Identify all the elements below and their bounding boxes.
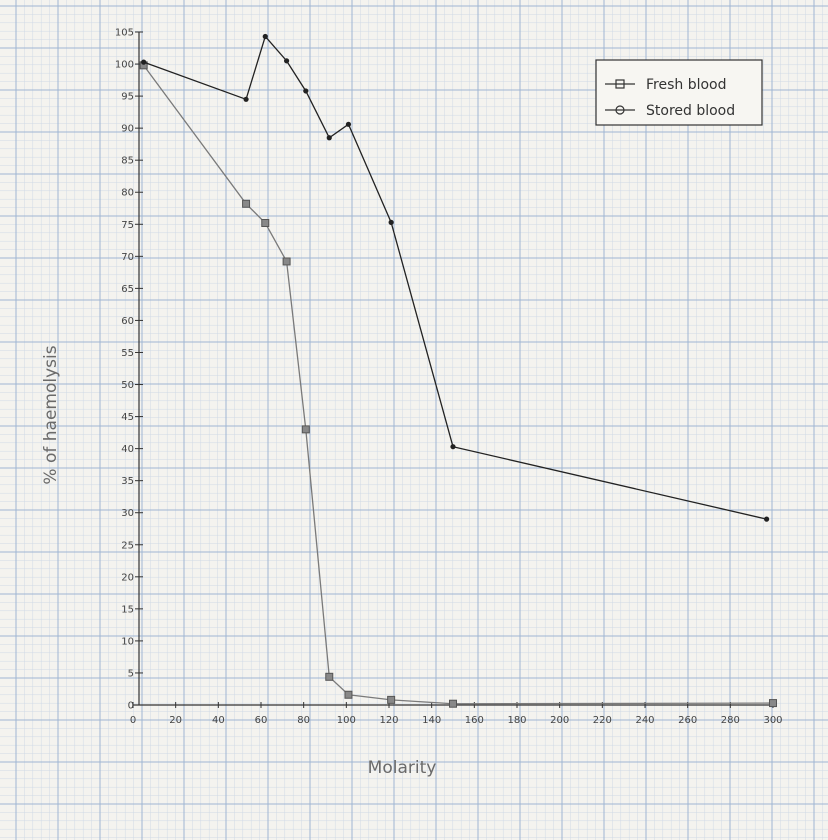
legend-marker-fresh	[615, 79, 625, 89]
x-tick-label: 40	[212, 715, 225, 726]
data-point-stored	[141, 59, 147, 65]
y-tick-label: 85	[121, 156, 134, 167]
y-tick-label: 65	[121, 284, 134, 295]
y-tick-label: 60	[121, 316, 134, 327]
data-point-fresh	[344, 690, 353, 699]
y-tick-label: 100	[115, 60, 134, 71]
y-tick-label: 30	[121, 508, 134, 519]
data-point-stored	[388, 219, 394, 225]
x-axis-label: Molarity	[368, 758, 437, 778]
data-point-fresh	[325, 672, 334, 681]
data-point-stored	[764, 516, 770, 522]
data-point-fresh	[242, 199, 251, 208]
y-tick-label: 15	[121, 604, 134, 615]
y-tick-label: 35	[121, 476, 134, 487]
series-line-0	[143, 64, 774, 705]
data-point-stored	[284, 58, 290, 64]
x-tick-label: 140	[422, 715, 441, 726]
legend-marker-stored	[615, 105, 625, 115]
y-tick-label: 50	[121, 380, 134, 391]
x-tick-label: 120	[379, 715, 398, 726]
y-tick-label: 0	[128, 701, 134, 712]
data-point-fresh	[261, 219, 270, 228]
data-point-stored	[345, 121, 352, 127]
data-point-fresh	[387, 695, 396, 704]
data-point-fresh	[449, 699, 457, 708]
y-tick-label: 5	[128, 668, 134, 679]
x-tick-label: 240	[635, 715, 654, 726]
data-point-stored	[243, 96, 249, 102]
x-tick-label: 220	[593, 715, 612, 726]
x-tick-label: 280	[721, 715, 740, 726]
y-tick-label: 90	[121, 124, 134, 135]
x-tick-label: 60	[255, 715, 268, 726]
y-tick-label: 70	[121, 252, 134, 263]
y-tick-label: 80	[121, 188, 134, 199]
data-point-fresh	[301, 425, 310, 434]
y-tick-label: 55	[121, 348, 134, 359]
y-tick-label: 25	[121, 540, 134, 551]
y-tick-label: 10	[121, 636, 134, 647]
y-tick-label: 40	[121, 444, 134, 455]
legend: Fresh blood Stored blood	[595, 59, 763, 126]
legend-label-fresh: Fresh blood	[646, 77, 727, 93]
x-tick-label: 180	[507, 715, 526, 726]
x-tick-label: 80	[297, 715, 310, 726]
data-point-stored	[326, 135, 332, 141]
y-tick-label: 45	[121, 412, 134, 423]
y-tick-label: 95	[121, 92, 134, 103]
data-point-fresh	[282, 257, 291, 266]
legend-label-stored: Stored blood	[646, 103, 735, 119]
x-tick-label: 0	[130, 715, 136, 726]
x-tick-label: 200	[550, 715, 569, 726]
legend-box	[595, 59, 763, 126]
y-axis-label: % of haemolysis	[41, 345, 61, 484]
data-point-stored	[303, 88, 309, 94]
data-point-stored	[450, 444, 456, 450]
series-line-1	[143, 35, 767, 520]
y-tick-label: 105	[115, 28, 134, 39]
tick-labels: 0 20 40 60 80 100 120 140 160 180 200 220 240 260 280 3…	[115, 28, 783, 727]
series-layer	[139, 33, 777, 708]
data-point-fresh	[769, 699, 777, 708]
x-tick-label: 300	[763, 715, 782, 726]
data-point-stored	[262, 33, 268, 40]
x-tick-label: 20	[169, 715, 182, 726]
x-tick-label: 100	[337, 715, 356, 726]
x-tick-label: 160	[465, 715, 484, 726]
y-tick-label: 20	[121, 572, 134, 583]
y-tick-label: 75	[121, 220, 134, 231]
x-tick-label: 260	[678, 715, 697, 726]
